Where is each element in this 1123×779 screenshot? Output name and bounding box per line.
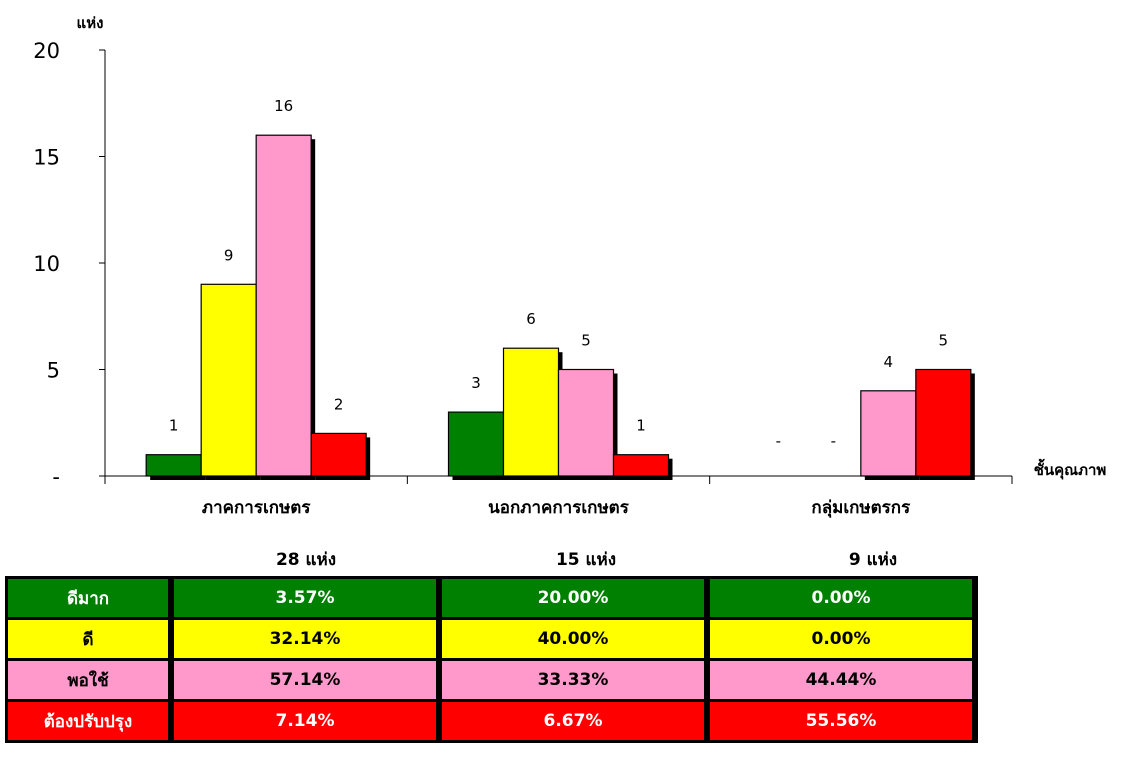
- data-label: 16: [274, 97, 293, 115]
- percentage-cell: 44.44%: [704, 658, 978, 702]
- percentage-cell: 32.14%: [168, 617, 442, 661]
- percentage-cell: 3.57%: [168, 576, 442, 620]
- y-tick-label: -: [52, 465, 60, 489]
- data-label: 4: [884, 353, 894, 371]
- x-category-label: ภาคการเกษตร: [202, 498, 311, 518]
- x-category-label: กลุ่มเกษตรกร: [811, 498, 911, 518]
- row-label: ดี: [5, 617, 174, 661]
- row-label: ต้องปรับปรุง: [5, 699, 174, 743]
- table-row: ดี 32.14% 40.00% 0.00%: [5, 617, 978, 661]
- percentage-cell: 7.14%: [168, 699, 442, 743]
- y-tick-label: 15: [33, 146, 60, 170]
- table-row: ต้องปรับปรุง 7.14% 6.67% 55.56%: [5, 699, 978, 743]
- y-tick-label: 5: [47, 359, 60, 383]
- table-row: พอใช้ 57.14% 33.33% 44.44%: [5, 658, 978, 702]
- data-label: 5: [581, 332, 591, 350]
- total-กลุ่มเกษตรกร: 9 แห่ง: [848, 550, 898, 570]
- row-label: ดีมาก: [5, 576, 174, 620]
- data-label: -: [831, 432, 836, 450]
- y-tick-label: 20: [33, 39, 60, 63]
- data-label: 9: [224, 246, 234, 264]
- bars: [145, 134, 975, 480]
- total-ภาคการเกษตร: 28 แห่ง: [275, 550, 337, 570]
- y-axis-title: แห่ง: [77, 14, 104, 32]
- percentage-cell: 0.00%: [704, 576, 978, 620]
- bar: [145, 454, 202, 477]
- bar: [860, 390, 917, 477]
- percentage-cell: 40.00%: [436, 617, 710, 661]
- percentage-cell: 33.33%: [436, 658, 710, 702]
- x-axis-title: ชั้นคุณภาพ: [1034, 458, 1107, 480]
- percentage-cell: 6.67%: [436, 699, 710, 743]
- bar: [447, 411, 505, 477]
- x-category-label: นอกภาคการเกษตร: [488, 498, 630, 518]
- row-label: พอใช้: [5, 658, 174, 702]
- percentage-cell: 55.56%: [704, 699, 978, 743]
- x-axis: ภาคการเกษตร นอกภาคการเกษตร กลุ่มเกษตรกร: [104, 475, 1013, 518]
- data-label: 6: [526, 310, 536, 328]
- bar: [915, 368, 972, 477]
- bar: [557, 368, 615, 477]
- percentage-cell: 0.00%: [704, 617, 978, 661]
- data-label: 1: [169, 417, 179, 435]
- table-row: ดีมาก 3.57% 20.00% 0.00%: [5, 576, 978, 620]
- data-label: 2: [334, 395, 344, 413]
- quality-percentage-table: ดีมาก 3.57% 20.00% 0.00% ดี 32.14% 40.00% 0.00%…: [5, 576, 978, 743]
- bar: [502, 347, 560, 477]
- bar: [612, 454, 670, 477]
- bar: [310, 432, 367, 477]
- y-tick-label: 10: [33, 252, 60, 276]
- data-label: 1: [636, 417, 646, 435]
- data-label: 5: [939, 332, 949, 350]
- y-axis: - 5 10 15 20: [33, 39, 106, 489]
- data-label: 3: [471, 374, 481, 392]
- data-label: -: [776, 432, 781, 450]
- total-นอกภาคการเกษตร: 15 แห่ง: [555, 550, 617, 570]
- bar: [200, 283, 257, 477]
- bar: [255, 134, 312, 477]
- percentage-cell: 20.00%: [436, 576, 710, 620]
- percentage-cell: 57.14%: [168, 658, 442, 702]
